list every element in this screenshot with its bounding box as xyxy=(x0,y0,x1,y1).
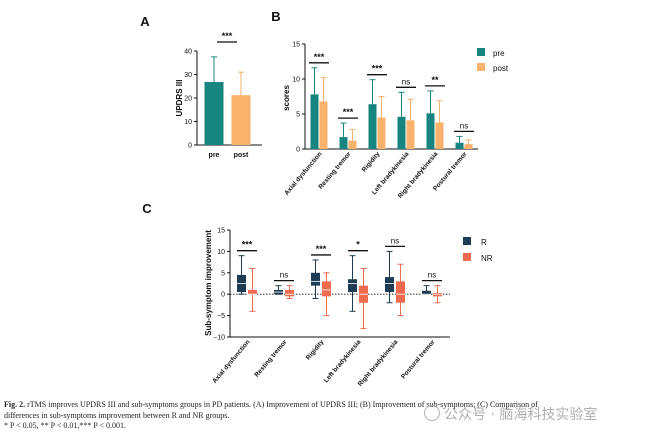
panel-b-bar-post xyxy=(435,122,444,149)
panel-a-y-tick-label: 30 xyxy=(184,72,192,79)
caption-line-3: * P < 0.05, ** P < 0.01,*** P < 0.001. xyxy=(4,421,126,430)
panel-a-label: A xyxy=(140,14,150,29)
panel-b-x-tick-label: Axial dysfunction xyxy=(283,151,323,197)
panel-c-significance-label: *** xyxy=(242,240,253,250)
panel-c-x-tick-label: Resting tremor xyxy=(253,338,288,378)
caption-line-2: differences in sub-symptoms improvement … xyxy=(4,410,230,420)
panel-c-legend-swatch-R xyxy=(463,237,471,245)
panel-b-significance-label: *** xyxy=(343,107,354,117)
watermark: 公众号 · 脑海科技实验室 xyxy=(424,404,597,424)
panel-c-x-tick-label: Rigidity xyxy=(305,338,326,361)
panel-a-x-tick-label: post xyxy=(234,152,249,159)
panel-c-box-R xyxy=(348,279,357,293)
panel-b-significance-label: *** xyxy=(314,52,325,62)
panel-c-label: C xyxy=(142,201,152,216)
panel-c-y-tick-label: −5 xyxy=(217,313,225,320)
panel-b-y-tick-label: 0 xyxy=(296,147,300,154)
panel-b-bar-post xyxy=(377,117,386,149)
panel-c-y-tick-label: 15 xyxy=(217,228,225,235)
panel-c-significance-label: * xyxy=(356,240,360,250)
panel-b: B 0 5 10 15 scores Axial dysfunction *** Resting… xyxy=(271,9,509,200)
panel-b-significance-label: *** xyxy=(372,64,383,74)
panel-c-legend-label-R: R xyxy=(481,238,487,247)
panel-c-significance-label: *** xyxy=(316,244,327,254)
panel-a-y-tick-label: 0 xyxy=(188,143,192,150)
panel-a-significance-label: *** xyxy=(222,31,233,41)
panel-a-y-tick-label: 10 xyxy=(184,119,192,126)
panel-b-significance-label: ns xyxy=(402,77,410,86)
panel-a-y-axis-title: UPDRS III xyxy=(175,80,184,117)
panel-a-y-tick-label: 20 xyxy=(184,96,192,103)
panel-c-significance-label: ns xyxy=(280,271,288,280)
panel-b-bar-post xyxy=(348,140,357,149)
caption-fig-label: Fig. 2. xyxy=(4,400,26,409)
panel-c-y-tick-label: −10 xyxy=(213,335,225,342)
panel-a-y-tick-label: 40 xyxy=(184,49,192,56)
panel-a-bar-pre xyxy=(204,82,224,145)
panel-c-y-axis-title: Sub-symptom improvement xyxy=(204,230,213,336)
panel-c-x-tick-label: Left bradykinesia xyxy=(323,338,363,384)
caption-line-1: rTMS improves UPDRS III and sub-symptoms… xyxy=(27,400,538,409)
panel-c-x-tick-label: Axial dysfunction xyxy=(211,339,251,385)
panel-c-box-NR xyxy=(285,289,294,297)
panel-a-x-tick-label: pre xyxy=(209,152,220,159)
watermark-text: 公众号 · 脑海科技实验室 xyxy=(444,407,598,423)
panel-b-bar-pre xyxy=(368,104,377,149)
panel-c-box-NR xyxy=(396,281,405,303)
panel-c-legend-label-NR: NR xyxy=(481,254,493,263)
panel-b-significance-label: ns xyxy=(460,121,468,130)
panel-b-legend-label-post: post xyxy=(493,64,509,73)
panel-b-x-tick-label: Resting tremor xyxy=(317,150,352,190)
panel-c-significance-label: ns xyxy=(428,271,436,280)
panel-c-legend: R NR xyxy=(463,237,493,263)
panel-b-bar-pre xyxy=(397,116,406,149)
panel-b-legend: pre post xyxy=(477,48,509,73)
panel-b-label: B xyxy=(271,9,280,24)
wechat-icon xyxy=(424,405,440,421)
panel-c-x-tick-label: Right bradykinesia xyxy=(357,338,400,387)
panel-c-y-tick-label: 0 xyxy=(221,292,225,299)
panel-b-legend-swatch-pre xyxy=(477,48,485,56)
panel-b-bar-post xyxy=(406,120,415,149)
panel-c-significance-label: ns xyxy=(391,236,399,245)
panel-b-bar-post xyxy=(319,101,328,149)
panel-a-bar-post xyxy=(231,95,251,145)
panel-b-bar-pre xyxy=(310,94,319,149)
figure-caption: Fig. 2. rTMS improves UPDRS III and sub-… xyxy=(4,400,644,432)
panel-c-y-tick-label: 5 xyxy=(221,270,225,277)
panel-c-legend-swatch-NR xyxy=(463,253,471,261)
panel-a: A 0 10 20 30 40 UPDRS III pre post *** xyxy=(140,14,262,159)
panel-b-y-tick-label: 15 xyxy=(292,42,300,49)
panel-c-box-NR xyxy=(433,292,442,297)
panel-b-legend-label-pre: pre xyxy=(493,49,505,58)
panel-c-box-R xyxy=(385,277,394,293)
panel-c-box-R xyxy=(311,272,320,286)
panel-b-bar-pre xyxy=(339,137,348,149)
panel-b-legend-swatch-post xyxy=(477,63,485,71)
panel-b-bar-pre xyxy=(455,142,464,149)
panel-b-y-tick-label: 5 xyxy=(296,112,300,119)
panel-b-x-tick-label: Rigidity xyxy=(361,150,382,173)
panel-b-y-tick-label: 10 xyxy=(292,77,300,84)
panel-b-bar-post xyxy=(464,144,473,149)
panel-c-box-NR xyxy=(248,289,257,295)
panel-c: C −10 −5 0 5 10 15 Sub-symptom improvement Axial… xyxy=(142,201,492,388)
panel-c-x-tick-label: Postural tremor xyxy=(400,338,437,380)
panel-c-box-R xyxy=(422,290,431,295)
panel-c-y-tick-label: 10 xyxy=(217,249,225,256)
panel-b-significance-label: ** xyxy=(431,75,439,85)
panel-c-box-NR xyxy=(322,281,331,297)
panel-b-y-axis-title: scores xyxy=(282,85,291,111)
panel-b-bar-pre xyxy=(426,113,435,149)
